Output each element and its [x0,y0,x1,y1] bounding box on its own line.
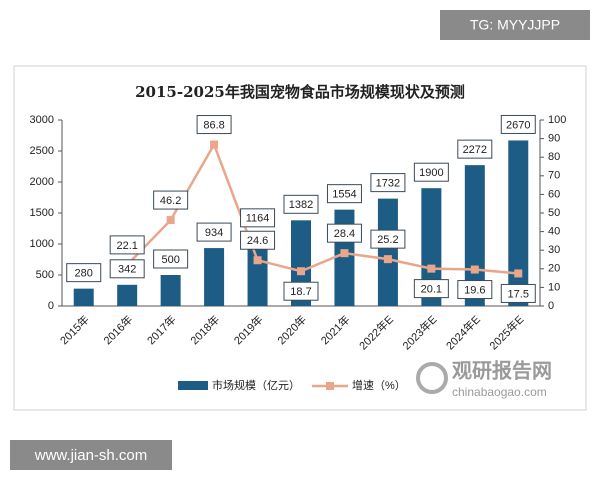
y2-tick-label: 60 [548,188,560,200]
bar-label: 1900 [419,167,443,179]
y-tick-label: 1000 [30,238,54,250]
bar-label: 2272 [463,144,487,156]
bar-label: 342 [118,264,136,276]
growth-line [126,141,519,275]
bar-label-box [326,184,362,204]
bar-label: 500 [161,254,179,266]
bar-label: 1382 [289,199,313,211]
legend-swatch [326,382,334,390]
bar-label-box [370,173,406,193]
y-tick-label: 0 [48,300,54,312]
line-label-box [326,223,362,243]
line-label: 28.4 [334,228,355,240]
y2-tick-label: 0 [548,300,554,312]
bar-label-box [196,222,232,242]
bar-label: 1732 [376,178,400,190]
y2-tick-label: 100 [548,114,566,126]
growth-marker [340,249,349,258]
y2-tick-label: 70 [548,170,560,182]
line-label: 17.5 [508,288,529,300]
bar-label-box [66,263,102,283]
bar [377,198,398,306]
line-label: 24.6 [247,235,268,247]
bar-label: 2670 [506,119,530,131]
line-label-box [240,230,276,250]
watermark-box [440,10,590,40]
bar-label-box [240,208,276,228]
bar-label-box [153,249,189,269]
y2-tick-label: 80 [548,151,560,163]
y2-tick-label: 40 [548,226,560,238]
bar [73,288,94,306]
bar [421,188,442,306]
brand-url: chinabaogao.com [452,385,547,399]
legend-label: 增速（%） [352,378,406,392]
chart-title: 2015-2025年我国宠物食品市场规模现状及预测 [135,83,465,101]
y2-tick-label: 20 [548,263,560,275]
y-tick-label: 2500 [30,145,54,157]
y-tick-label: 3000 [30,114,54,126]
line-label-box [413,279,449,299]
bar-label-box [109,259,145,279]
legend-swatch [178,381,208,390]
y2-tick-label: 10 [548,281,560,293]
legend-label: 市场规模（亿元） [212,378,300,392]
line-label-box [109,235,145,255]
y-tick-label: 500 [36,269,54,281]
watermark-top: TG: MYYJJPP [470,17,560,33]
bar [117,284,138,306]
brand-name: 观研报告网 [452,358,552,382]
bar [247,233,268,306]
bar [204,248,225,306]
growth-marker [253,256,262,265]
growth-marker [297,267,305,276]
bar [508,140,529,306]
line-label-box [153,190,189,210]
line-label: 22.1 [116,240,137,252]
bar-label: 934 [205,227,223,239]
line-label-box [283,281,319,301]
bar-label-box [413,162,449,182]
watermark-bottom: www.jian-sh.com [34,447,148,464]
line-label: 46.2 [160,195,181,207]
line-label-box [196,115,232,135]
bar-label: 1554 [332,189,356,201]
y-tick-label: 1500 [30,207,54,219]
bar [160,275,181,306]
growth-marker [470,265,479,274]
y2-tick-label: 30 [548,244,560,256]
line-label: 20.1 [421,284,442,296]
growth-marker [427,264,436,273]
bar-label: 1164 [246,213,270,225]
growth-marker [383,255,392,264]
line-label-box [457,280,493,300]
bar-label: 280 [75,268,93,280]
bar-label-box [457,139,493,159]
line-label: 19.6 [464,284,485,296]
bar-label-box [283,194,319,214]
y-tick-label: 2000 [30,176,54,188]
watermark-box [10,440,172,470]
line-label-box [370,229,406,249]
bar-label-box [500,114,536,134]
growth-marker [166,216,175,225]
line-label: 86.8 [203,119,224,131]
growth-marker [210,140,219,149]
y2-tick-label: 90 [548,133,560,145]
line-label: 18.7 [290,286,311,298]
line-label-box [500,283,536,303]
growth-marker [514,269,523,278]
line-label: 25.2 [377,234,398,246]
y2-tick-label: 50 [548,207,560,219]
brand-logo [416,362,448,394]
